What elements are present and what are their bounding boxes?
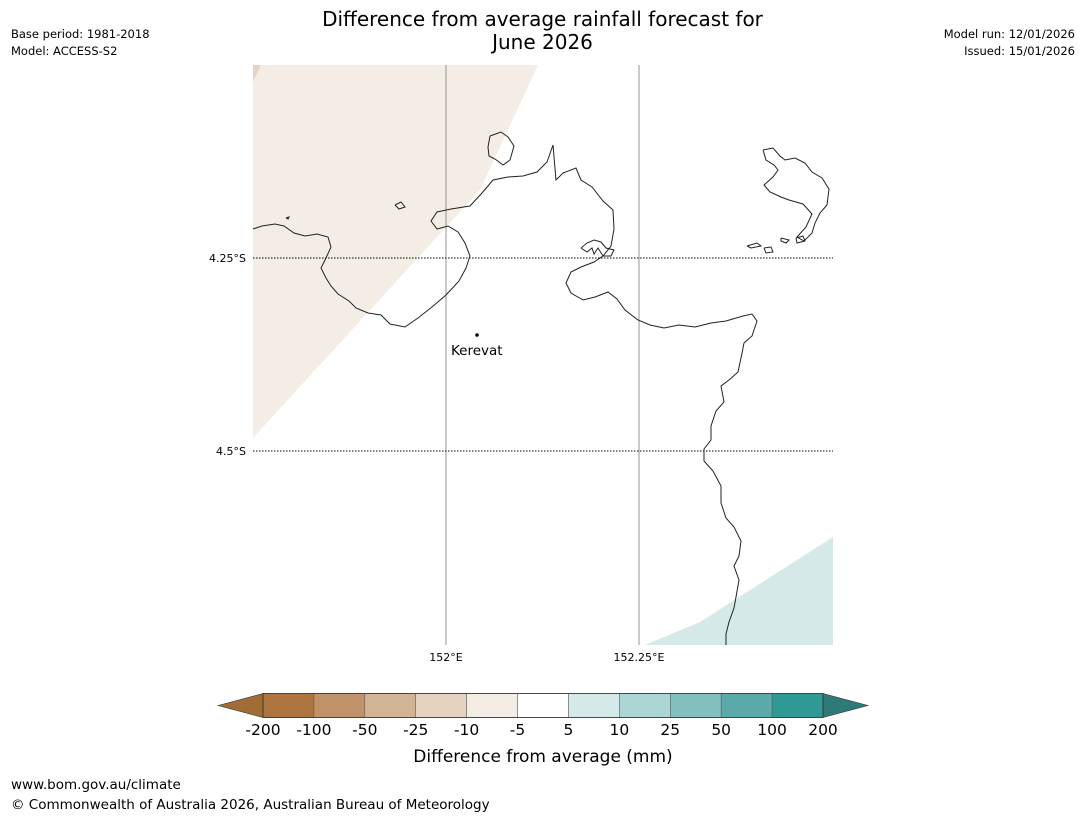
metadata-right: Model run: 12/01/2026 Issued: 15/01/2026: [944, 26, 1075, 60]
model-name: Model: ACCESS-S2: [11, 44, 118, 58]
colorbar-cell: [517, 693, 569, 718]
colorbar-cell: [415, 693, 467, 718]
colorbar-cell: [262, 693, 315, 718]
colorbar-legend: -200 -100 -50 -25 -10 -5 5 10 25 50 100 200 Differe…: [216, 693, 870, 767]
colorbar-tick-label: 50: [711, 721, 731, 739]
islet-2: [285, 216, 290, 220]
colorbar-cell: [670, 693, 722, 718]
website-url: www.bom.gov.au/climate: [11, 777, 181, 793]
colorbar-frame: [262, 693, 824, 718]
island-north: [487, 131, 515, 166]
colorbar-max-extension: [822, 693, 870, 718]
coastline-bay: [580, 239, 615, 257]
islet-5: [780, 237, 790, 244]
lon-label-152-25E: 152.25°E: [614, 651, 665, 664]
dry-anomaly-corner: [253, 65, 261, 82]
footer: www.bom.gov.au/climate © Commonwealth of…: [11, 775, 490, 815]
colorbar-cell: [568, 693, 620, 718]
colorbar-tick-label: 25: [660, 721, 680, 739]
coastline: [252, 131, 830, 645]
colorbar-min-extension: [216, 693, 264, 718]
colorbar-tick-label: 200: [808, 721, 838, 739]
islet-1: [394, 201, 406, 210]
lon-label-152E: 152°E: [429, 651, 462, 664]
colorbar-cell: [313, 693, 366, 718]
title-line-1: Difference from average rainfall forecas…: [322, 7, 763, 31]
wet-anomaly-region: [645, 537, 833, 645]
colorbar-cell: [771, 693, 824, 718]
colorbar-tick-label: 10: [609, 721, 629, 739]
islet-3: [746, 242, 763, 249]
base-period: Base period: 1981-2018: [11, 27, 150, 41]
colorbar-tick-label: -10: [454, 721, 479, 739]
colorbar-tick-label: -50: [352, 721, 377, 739]
coastline-main: [252, 144, 758, 645]
chart-title: Difference from average rainfall forecas…: [240, 8, 845, 54]
issued-date: Issued: 15/01/2026: [964, 44, 1075, 58]
colorbar-cell: [619, 693, 671, 718]
colorbar-tick-label: -25: [403, 721, 428, 739]
colorbar-cell: [720, 693, 773, 718]
islet-6: [795, 235, 806, 244]
colorbar-title: Difference from average (mm): [413, 747, 672, 767]
colorbar-tick-label: -200: [245, 721, 280, 739]
dry-anomaly-region: [253, 65, 538, 438]
kerevat-marker: [475, 333, 479, 337]
kerevat-label: Kerevat: [451, 343, 503, 359]
colorbar-tick-label: 5: [564, 721, 574, 739]
metadata-left: Base period: 1981-2018 Model: ACCESS-S2: [11, 26, 150, 60]
title-line-2: June 2026: [492, 30, 593, 54]
lat-label-4-5S: 4.5°S: [216, 445, 246, 458]
colorbar-cell: [364, 693, 416, 718]
lat-label-4-25S: 4.25°S: [209, 252, 246, 265]
colorbar-tick-label: -100: [296, 721, 331, 739]
colorbar-tick-label: -5: [510, 721, 525, 739]
model-run: Model run: 12/01/2026: [943, 27, 1075, 41]
colorbar-cell: [466, 693, 518, 718]
copyright-notice: © Commonwealth of Australia 2026, Austra…: [11, 797, 490, 813]
islet-4: [763, 246, 774, 254]
colorbar-tick-label: 100: [757, 721, 787, 739]
